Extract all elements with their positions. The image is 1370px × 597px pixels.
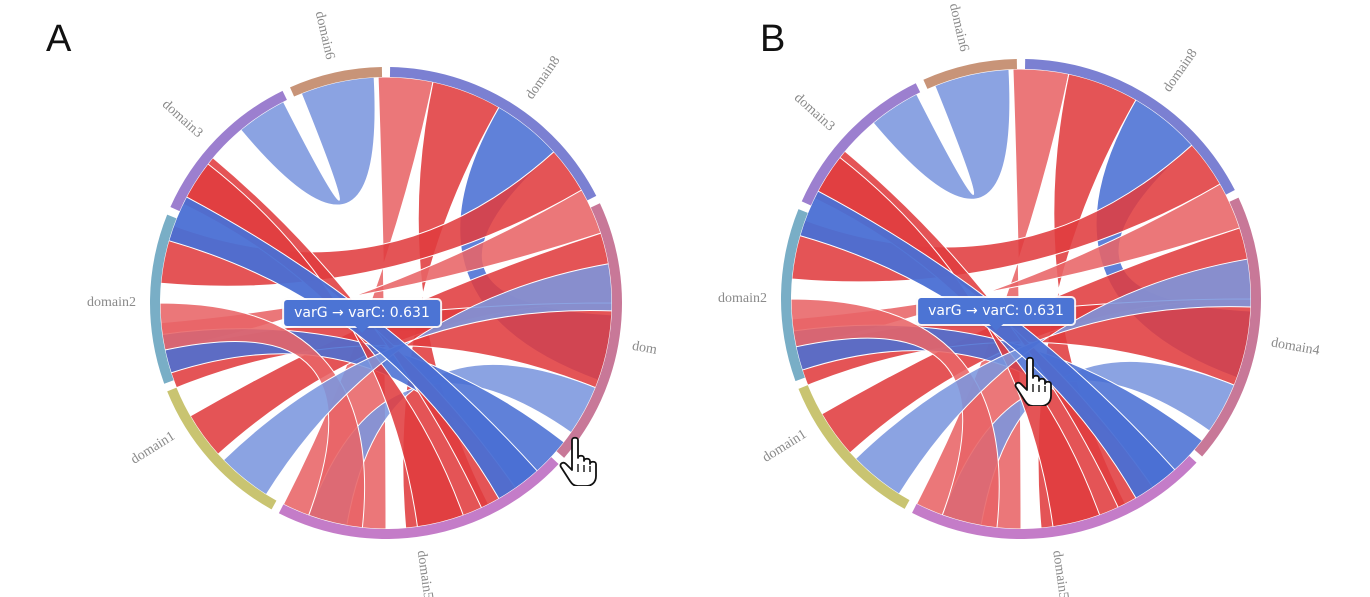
domain-label: domain5 (414, 549, 436, 597)
hand-pointer-icon (558, 436, 602, 486)
panel-a: A domain6 domain8 dom domain5 domain1 domain2… (46, 10, 658, 597)
domain-label: domain3 (791, 90, 837, 134)
domain-arcs-group (150, 67, 622, 539)
domain-arc[interactable] (923, 59, 1017, 89)
domain-label: domain8 (523, 54, 563, 103)
domain-label: domain6 (312, 10, 338, 61)
chord-ribbon[interactable] (282, 76, 434, 530)
domain-arc[interactable] (798, 385, 910, 509)
chord-ribbon[interactable] (854, 258, 1252, 495)
panel-b: B domain6 domain8 domain4 domain5 domain1 dom… (685, 0, 1370, 597)
chord-tooltip: varG → varC: 0.631 (284, 300, 440, 333)
domain-label: domain2 (718, 291, 767, 306)
domain-arc[interactable] (1194, 197, 1261, 457)
domain-label: domain1 (128, 429, 178, 468)
chord-ribbon[interactable] (240, 76, 376, 206)
domain-arc[interactable] (1025, 59, 1235, 195)
chord-ribbon[interactable] (915, 68, 1070, 530)
domain-arc[interactable] (170, 90, 287, 212)
chords-group (790, 68, 1252, 530)
domain-arcs-group (781, 59, 1261, 539)
domain-arc[interactable] (290, 67, 383, 97)
domain-arc[interactable] (167, 387, 277, 510)
panel-letter: A (46, 18, 72, 60)
domain-arc[interactable] (912, 455, 1197, 539)
domain-label: dom (631, 339, 658, 358)
hand-pointer-icon (1013, 356, 1057, 406)
domain-arc[interactable] (801, 83, 921, 206)
domain-label: domain5 (1049, 549, 1071, 597)
domain-arc[interactable] (781, 209, 808, 382)
chord-diagram-b: domain6 domain8 domain4 domain5 domain1 domai… (718, 2, 1321, 597)
domain-label: domain2 (87, 295, 136, 310)
domain-arc[interactable] (556, 203, 622, 458)
domain-label: domain4 (1270, 335, 1321, 358)
chord-diagram-a: domain6 domain8 dom domain5 domain1 domain2 do… (87, 10, 658, 597)
chord-tooltip: varG → varC: 0.631 (918, 298, 1074, 331)
domain-label: domain3 (159, 97, 205, 141)
domain-arc[interactable] (389, 67, 597, 201)
chord-ribbon[interactable] (872, 68, 1011, 200)
panel-letter: B (760, 18, 786, 60)
domain-label: domain1 (760, 427, 810, 466)
domain-arc[interactable] (150, 214, 177, 384)
chords-group (159, 76, 613, 530)
domain-arc[interactable] (278, 457, 559, 539)
chord-ribbon[interactable] (222, 263, 613, 496)
domain-label: domain6 (946, 2, 972, 53)
domain-label: domain8 (1160, 46, 1200, 95)
